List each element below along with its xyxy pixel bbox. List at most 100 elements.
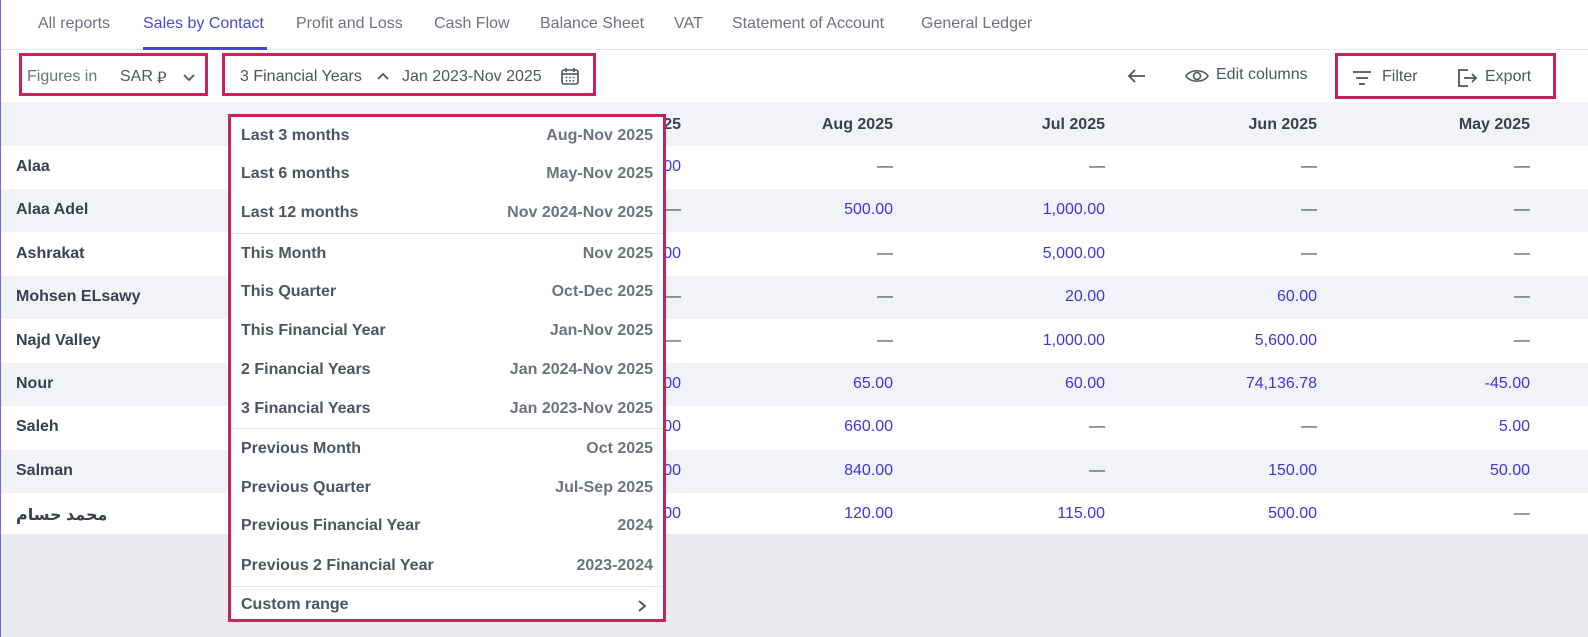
- table-cell-amount[interactable]: 660.00: [844, 418, 893, 436]
- figures-in-label: Figures in: [27, 68, 98, 85]
- table-cell-empty: —: [1301, 418, 1317, 436]
- table-cell-amount[interactable]: 500.00: [1268, 505, 1317, 523]
- table-cell-amount[interactable]: 00: [663, 461, 681, 479]
- table-cell-amount[interactable]: 5,000.00: [1042, 244, 1105, 262]
- calendar-icon: [561, 68, 579, 85]
- period-option[interactable]: This Quarter Oct-Dec 2025: [231, 273, 663, 312]
- period-option[interactable]: Last 3 months Aug-Nov 2025: [231, 117, 663, 156]
- table-cell-amount[interactable]: 00: [663, 244, 681, 262]
- table-cell-empty: —: [665, 201, 681, 219]
- table-cell-empty: —: [877, 158, 893, 175]
- contact-name[interactable]: Alaa Adel: [16, 201, 89, 219]
- table-cell-amount[interactable]: 60.00: [1064, 375, 1105, 392]
- table-cell-amount[interactable]: 65.00: [852, 375, 893, 392]
- contact-name[interactable]: Najd Valley: [16, 331, 101, 349]
- export-icon: [1458, 69, 1478, 87]
- currency-selector[interactable]: Figures in SAR ⃁: [19, 53, 208, 96]
- filter-icon: [1353, 71, 1371, 85]
- period-option[interactable]: This Month Nov 2025: [231, 235, 663, 274]
- table-cell-amount[interactable]: 00: [663, 158, 681, 175]
- table-cell-empty: —: [877, 331, 893, 349]
- table-cell-amount[interactable]: 1,000.00: [1042, 201, 1105, 219]
- contact-name[interactable]: Ashrakat: [16, 244, 85, 262]
- period-option[interactable]: Previous 2 Financial Year 2023-2024: [231, 547, 663, 586]
- period-option-label: 2 Financial Years: [241, 361, 371, 378]
- period-option-range: Jul-Sep 2025: [555, 479, 653, 496]
- period-option[interactable]: Previous Month Oct 2025: [231, 430, 663, 469]
- table-cell-amount[interactable]: 150.00: [1268, 461, 1317, 479]
- contact-name[interactable]: Salman: [16, 461, 73, 479]
- period-option-range: Jan 2024-Nov 2025: [509, 361, 653, 378]
- period-option[interactable]: Previous Financial Year 2024: [231, 507, 663, 546]
- tab-sales-by-contact[interactable]: Sales by Contact: [143, 15, 264, 32]
- period-option[interactable]: Last 12 months Nov 2024-Nov 2025: [231, 194, 663, 233]
- custom-range-option[interactable]: Custom range: [231, 586, 663, 625]
- table-row: Saleh 00 660.00 — — 5.00: [1, 406, 1588, 449]
- table-cell-empty: —: [877, 244, 893, 262]
- table-cell-amount[interactable]: 60.00: [1276, 288, 1317, 306]
- table-cell-empty: —: [1514, 244, 1530, 262]
- table-cell-amount[interactable]: 00: [663, 505, 681, 523]
- table-cell-amount[interactable]: 840.00: [844, 461, 893, 479]
- filter-button[interactable]: Filter: [1352, 64, 1432, 92]
- table-row: Alaa 00 — — — —: [1, 146, 1588, 189]
- period-range: Jan 2023-Nov 2025: [402, 68, 542, 85]
- table-cell-amount[interactable]: 20.00: [1064, 288, 1105, 306]
- contact-name[interactable]: محمد حسام: [16, 507, 108, 525]
- period-option-range: 2023-2024: [576, 557, 653, 574]
- table-cell-amount[interactable]: 5,600.00: [1254, 331, 1317, 349]
- export-label: Export: [1485, 68, 1532, 85]
- period-option-range: 2024: [617, 517, 653, 534]
- tab-vat[interactable]: VAT: [674, 15, 703, 32]
- tab-balance-sheet[interactable]: Balance Sheet: [540, 15, 645, 32]
- table-cell-empty: —: [1089, 418, 1105, 436]
- tab-profit-and-loss[interactable]: Profit and Loss: [296, 15, 403, 32]
- table-cell-amount[interactable]: 500.00: [844, 201, 893, 219]
- period-option-label: Previous 2 Financial Year: [241, 557, 434, 574]
- table-cell-amount[interactable]: 120.00: [844, 505, 893, 523]
- tab-statement-of-account[interactable]: Statement of Account: [732, 15, 885, 32]
- table-cell-empty: —: [1089, 158, 1105, 175]
- table-cell-amount[interactable]: 115.00: [1057, 505, 1105, 523]
- tab-general-ledger[interactable]: General Ledger: [921, 15, 1033, 32]
- contact-name[interactable]: Saleh: [16, 418, 59, 436]
- contact-name[interactable]: Alaa: [16, 158, 50, 175]
- tab-cash-flow[interactable]: Cash Flow: [434, 15, 510, 32]
- table-cell-empty: —: [1301, 201, 1317, 219]
- table-cell-amount[interactable]: 00: [663, 375, 681, 392]
- table-cell-amount[interactable]: 5.00: [1498, 418, 1530, 436]
- edit-columns-button[interactable]: Edit columns: [1185, 60, 1319, 92]
- currency-code: SAR: [120, 68, 153, 85]
- column-header: May 2025: [1458, 116, 1530, 133]
- contact-name[interactable]: Nour: [16, 375, 54, 392]
- column-header: Jul 2025: [1041, 116, 1105, 133]
- tab-all-reports[interactable]: All reports: [38, 15, 111, 32]
- chevron-up-icon: [377, 72, 389, 80]
- export-button[interactable]: Export: [1456, 64, 1551, 92]
- column-header: Jun 2025: [1248, 116, 1317, 133]
- table-cell-amount[interactable]: -45.00: [1484, 375, 1530, 392]
- table-cell-empty: —: [665, 331, 681, 349]
- period-option[interactable]: 2 Financial Years Jan 2024-Nov 2025: [231, 351, 663, 390]
- period-selector[interactable]: 3 Financial Years Jan 2023-Nov 2025: [222, 53, 596, 96]
- table-cell-amount[interactable]: 1,000.00: [1042, 331, 1105, 349]
- table-cell-empty: —: [1514, 505, 1530, 523]
- eye-icon: [1185, 69, 1209, 83]
- table-cell-amount[interactable]: 74,136.78: [1245, 375, 1317, 392]
- period-option[interactable]: Last 6 months May-Nov 2025: [231, 155, 663, 194]
- period-option[interactable]: This Financial Year Jan-Nov 2025: [231, 312, 663, 351]
- period-option-range: Oct 2025: [586, 440, 653, 457]
- period-option-label: This Month: [241, 245, 327, 262]
- table-cell-empty: —: [1301, 244, 1317, 262]
- filter-export-group: Filter Export: [1335, 53, 1556, 99]
- period-option-label: 3 Financial Years: [241, 400, 371, 417]
- period-option[interactable]: Previous Quarter Jul-Sep 2025: [231, 469, 663, 508]
- table-cell-amount[interactable]: 50.00: [1489, 461, 1530, 479]
- back-arrow-icon[interactable]: [1125, 64, 1149, 88]
- period-option-range: Oct-Dec 2025: [551, 283, 653, 300]
- table-cell-amount[interactable]: 00: [663, 418, 681, 436]
- contact-name[interactable]: Mohsen ELsawy: [16, 288, 141, 306]
- table-row: محمد حسام 00 120.00 115.00 500.00 —: [1, 493, 1588, 536]
- period-option[interactable]: 3 Financial Years Jan 2023-Nov 2025: [231, 390, 663, 429]
